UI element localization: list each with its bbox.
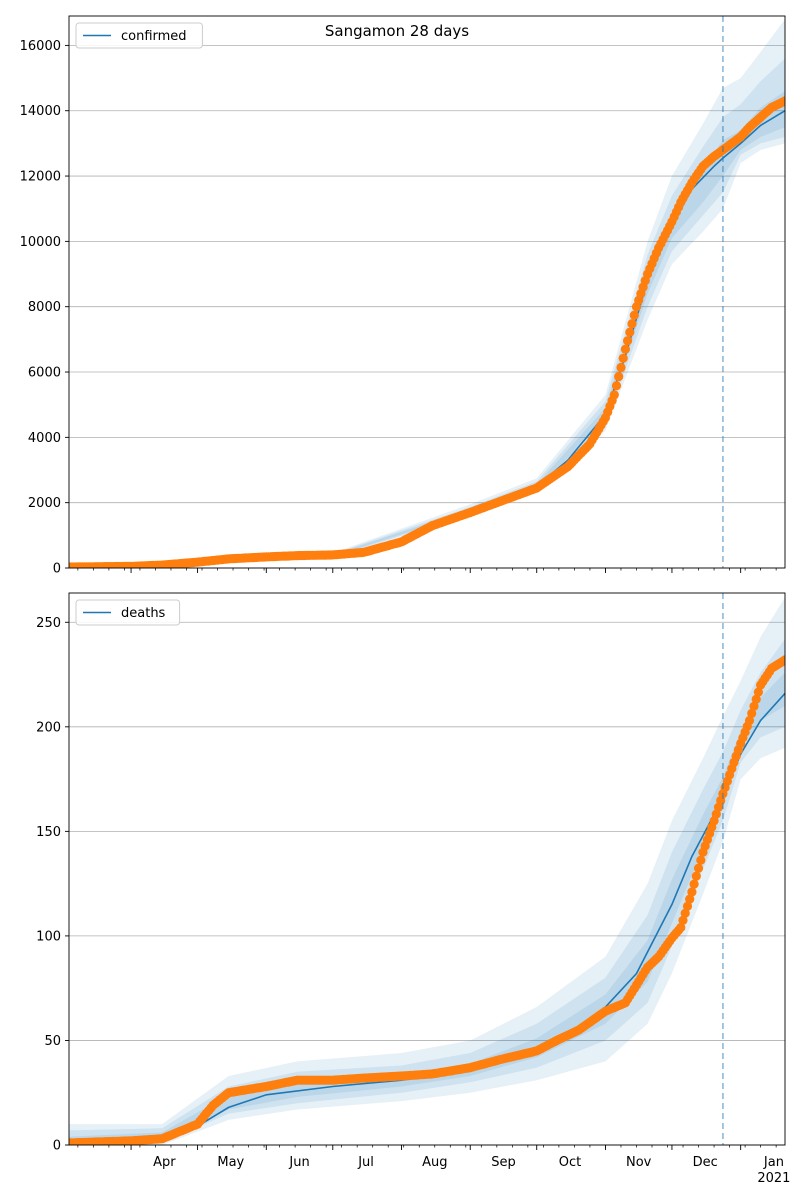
deaths-x-tick-label: Apr	[153, 1155, 176, 1170]
confirmed-legend: confirmed	[75, 22, 203, 49]
confirmed-y-tick-label: 16000	[20, 39, 61, 54]
deaths-x-tick-label: Oct	[559, 1155, 581, 1170]
confirmed-observed-point	[623, 336, 633, 346]
deaths-y-tick-label: 100	[36, 929, 61, 944]
deaths-observed-series	[69, 655, 785, 1145]
deaths-observed-point	[685, 894, 695, 904]
deaths-x-tick-sublabel: 2021	[757, 1171, 790, 1186]
confirmed-y-tick-label: 4000	[28, 431, 61, 446]
confirmed-y-tick-label: 8000	[28, 300, 61, 315]
confirmed-axes-frame	[68, 15, 786, 569]
deaths-observed-point	[682, 901, 693, 911]
confirmed-observed-point	[616, 362, 626, 373]
deaths-observed-point	[744, 715, 755, 726]
deaths-observed-point	[687, 887, 697, 897]
subplot-confirmed: 0 2000 4000 6000 8000 10000 12000 14000 16000 con…	[20, 15, 786, 577]
deaths-y-tick-label: 150	[36, 825, 61, 840]
deaths-band-middle	[69, 639, 785, 1145]
confirmed-observed-point	[627, 319, 637, 329]
confirmed-band-middle	[69, 58, 785, 568]
deaths-x-tick-label: Jul	[357, 1155, 374, 1170]
deaths-observed-point	[689, 879, 699, 889]
deaths-observed-point	[751, 694, 761, 704]
deaths-x-tick-label: Aug	[422, 1155, 447, 1170]
confirmed-y-tick-label: 10000	[20, 235, 61, 250]
figure-title: Sangamon 28 days	[325, 22, 469, 40]
deaths-y-tick-label: 0	[53, 1139, 61, 1154]
deaths-x-tick-label: Nov	[626, 1155, 652, 1170]
deaths-observed-point	[676, 922, 686, 933]
confirmed-observed-point	[625, 327, 635, 337]
deaths-observed-point	[780, 655, 785, 665]
deaths-observed-point	[696, 855, 706, 865]
deaths-y-tick-label: 50	[44, 1034, 61, 1049]
confirmed-observed-point	[629, 310, 639, 320]
confirmed-observed-point	[609, 390, 619, 400]
deaths-x-tick-label: Jan	[763, 1155, 784, 1170]
deaths-x-tick-label: Dec	[693, 1155, 718, 1170]
deaths-x-tick-label: Jun	[288, 1155, 309, 1170]
deaths-observed-point	[678, 915, 688, 926]
deaths-axes-frame	[68, 592, 786, 1146]
confirmed-legend-box	[75, 22, 203, 49]
subplot-deaths: 0 50 100 150 200 250 Apr May Jun Jul Aug Sep Oct Nov D…	[36, 592, 790, 1186]
confirmed-observed-series	[69, 96, 785, 568]
deaths-legend: deaths	[75, 599, 181, 626]
confirmed-observed-point	[780, 96, 785, 106]
deaths-observed-point	[749, 701, 759, 711]
deaths-observed-point	[747, 708, 757, 719]
confirmed-observed-point	[620, 344, 631, 354]
confirmed-y-tick-label: 2000	[28, 496, 61, 511]
deaths-y-tick-label: 200	[36, 720, 61, 735]
confirmed-y-tick-label: 12000	[20, 170, 61, 185]
deaths-x-tick-label: Sep	[491, 1155, 516, 1170]
confirmed-y-tick-label: 14000	[20, 104, 61, 119]
confirmed-legend-label: confirmed	[121, 29, 187, 44]
deaths-y-tick-label: 250	[36, 616, 61, 631]
deaths-x-tick-label: May	[217, 1155, 244, 1170]
deaths-observed-point	[691, 871, 701, 881]
confirmed-observed-point	[618, 353, 628, 363]
deaths-observed-point	[693, 863, 704, 873]
deaths-legend-box	[75, 599, 181, 626]
deaths-plot-area	[69, 597, 785, 1145]
confirmed-observed-point	[611, 381, 622, 391]
confirmed-observed-point	[614, 372, 624, 382]
deaths-observed-point	[753, 687, 764, 697]
deaths-observed-point	[680, 908, 690, 918]
confirmed-y-tick-label: 0	[53, 562, 61, 577]
confirmed-y-tick-label: 6000	[28, 366, 61, 381]
deaths-legend-label: deaths	[121, 606, 166, 621]
